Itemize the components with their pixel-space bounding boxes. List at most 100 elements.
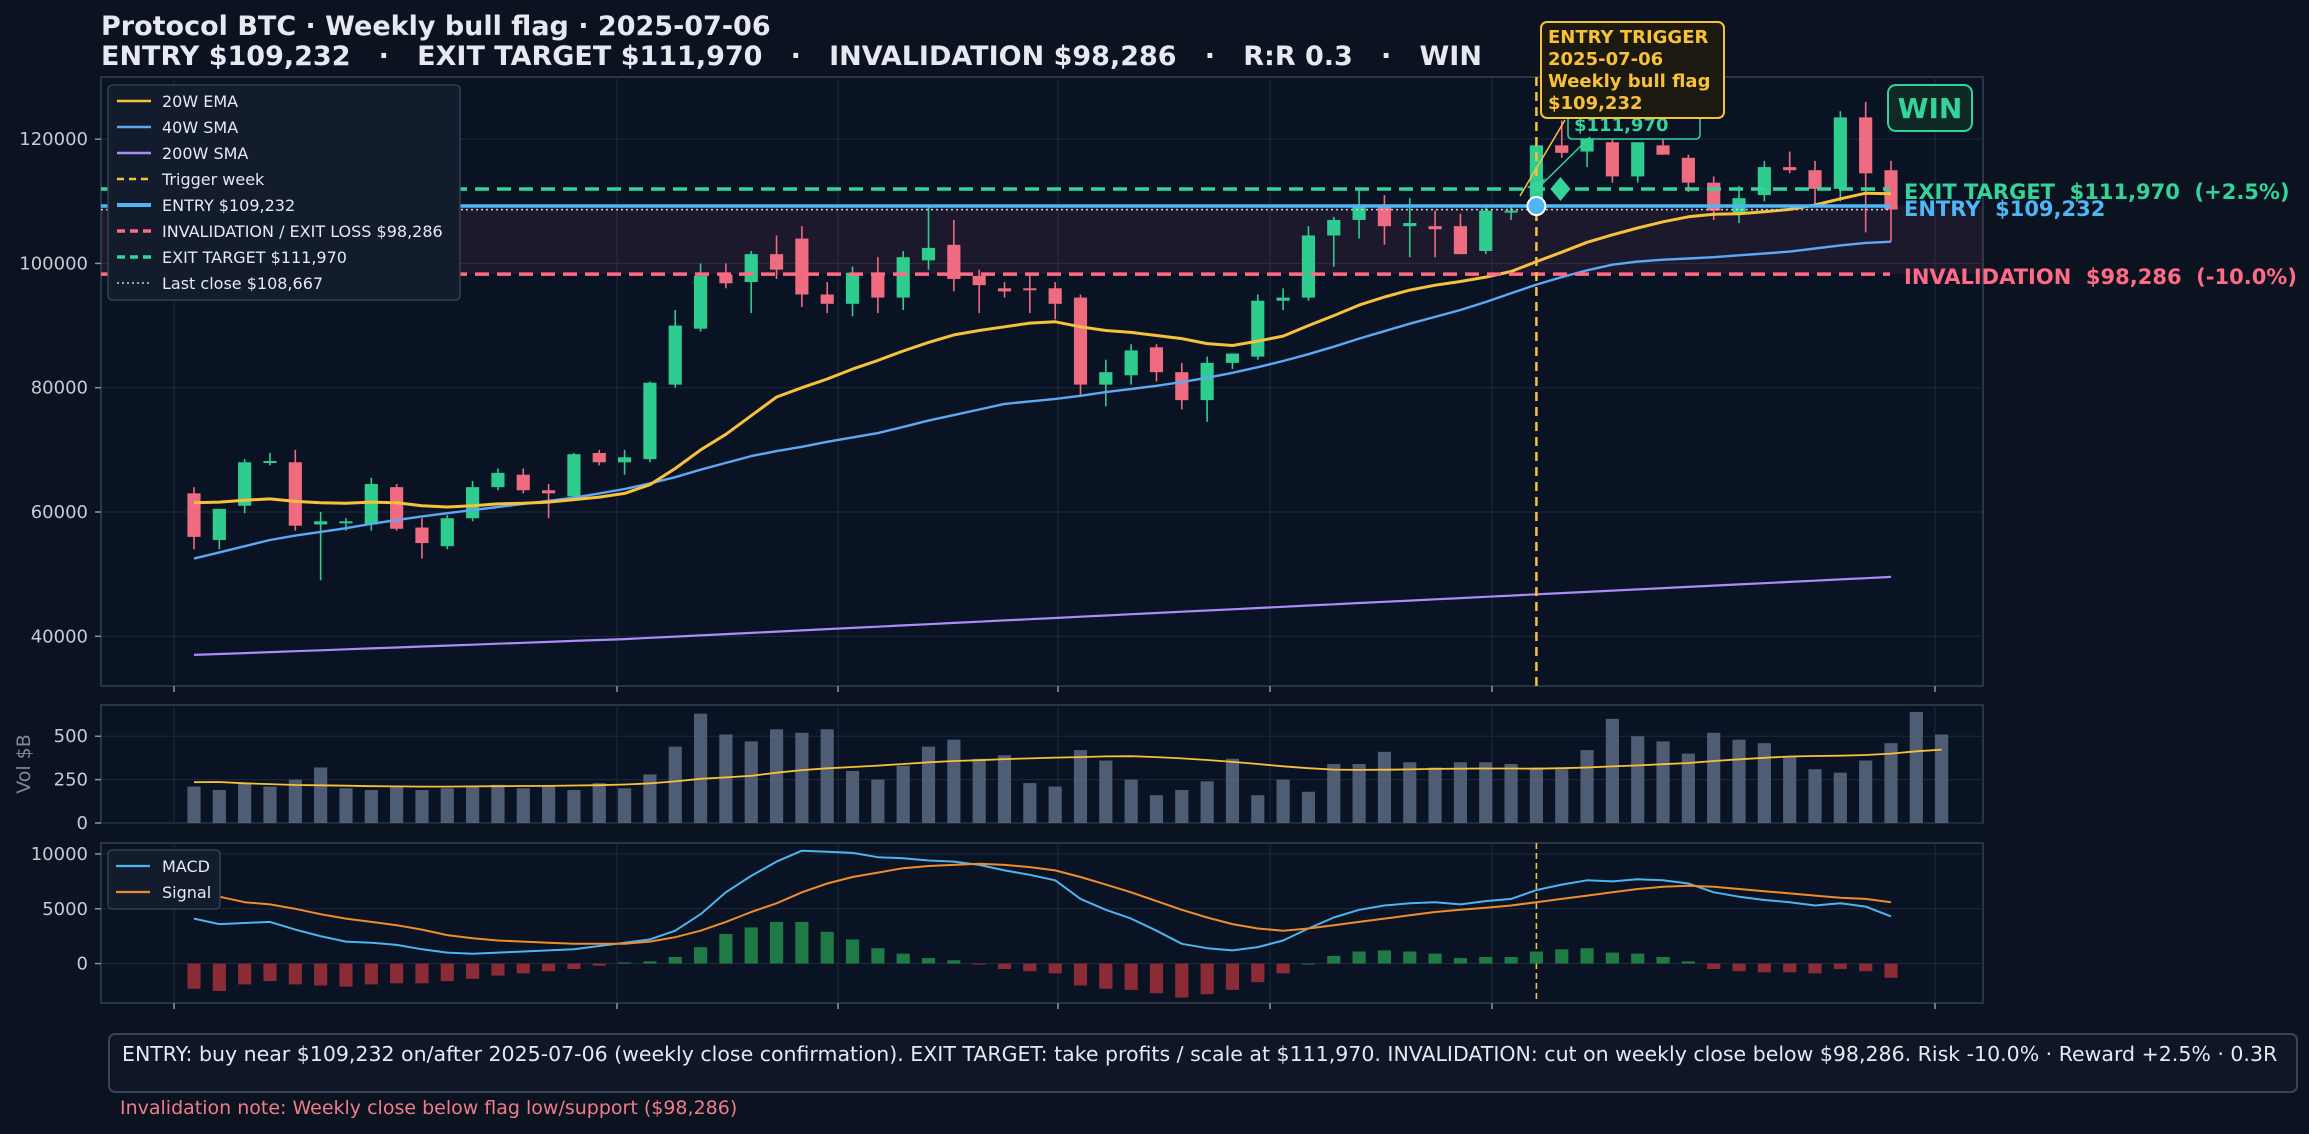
candle-body bbox=[668, 325, 682, 385]
candle-body bbox=[1757, 167, 1771, 196]
macd-histogram-bar bbox=[592, 963, 606, 966]
macd-histogram-bar bbox=[1124, 963, 1138, 990]
volume-bar bbox=[263, 786, 277, 823]
macd-histogram-bar bbox=[339, 963, 353, 987]
volume-bar bbox=[1048, 786, 1062, 823]
candle-body bbox=[390, 487, 404, 529]
candle-body bbox=[1124, 350, 1138, 376]
price-legend-box bbox=[107, 84, 461, 301]
volume-bar bbox=[795, 732, 809, 823]
volume-bar bbox=[1757, 743, 1771, 823]
macd-histogram-bar bbox=[1301, 963, 1316, 965]
candle-body bbox=[947, 244, 961, 279]
candle-body bbox=[769, 254, 784, 270]
trade-plan-note: ENTRY: buy near $109,232 on/after 2025-0… bbox=[108, 1033, 2298, 1093]
sma40-line bbox=[193, 240, 1892, 560]
invalidation-note: Invalidation note: Weekly close below fl… bbox=[120, 1097, 738, 1119]
volume-bar bbox=[1783, 757, 1797, 823]
macd-histogram-bar bbox=[1023, 963, 1037, 972]
volume-bar bbox=[1073, 750, 1088, 823]
macd-histogram-bar bbox=[1757, 963, 1771, 973]
macd-histogram-bar bbox=[693, 947, 708, 964]
volume-bar bbox=[339, 788, 353, 823]
macd-histogram-bar bbox=[1884, 963, 1898, 978]
win-badge-text: WIN bbox=[1898, 92, 1963, 125]
candle-body bbox=[339, 521, 353, 524]
candle-body bbox=[1833, 117, 1847, 189]
candle-body bbox=[1884, 170, 1898, 210]
volume-bar bbox=[1225, 758, 1240, 823]
macd-histogram-bar bbox=[1479, 956, 1493, 964]
candle-body bbox=[1631, 142, 1645, 177]
volume-bar bbox=[1555, 769, 1569, 823]
candle-body bbox=[643, 382, 657, 460]
legend-sma40: 40W SMA bbox=[162, 118, 238, 137]
legend-target: EXIT TARGET $111,970 bbox=[162, 248, 347, 267]
volume-bar bbox=[592, 783, 606, 823]
macd-histogram-bar bbox=[390, 963, 404, 984]
volume-bar bbox=[744, 741, 758, 823]
candle-body bbox=[820, 294, 834, 304]
volume-bar bbox=[1251, 795, 1265, 823]
macd-histogram-bar bbox=[617, 962, 632, 964]
candle-body bbox=[1023, 288, 1037, 291]
volume-bar bbox=[820, 729, 834, 823]
macd-histogram-bar bbox=[1048, 963, 1062, 974]
invalidation-label: INVALIDATION $98,286 (-10.0%) bbox=[1904, 265, 2297, 289]
volume-series bbox=[187, 711, 1949, 823]
candle-body bbox=[617, 457, 632, 463]
candle-body bbox=[972, 275, 986, 286]
macd-histogram-bar bbox=[921, 958, 936, 964]
candle-body bbox=[693, 275, 708, 329]
candle-body bbox=[212, 508, 226, 540]
macd-histogram-bar bbox=[1605, 952, 1619, 964]
macd-histogram-bar bbox=[1504, 956, 1518, 964]
candle-body bbox=[440, 518, 454, 547]
volume-bar bbox=[288, 779, 302, 823]
candle-body bbox=[364, 484, 378, 525]
candle-body bbox=[516, 474, 530, 491]
volume-bar bbox=[1023, 783, 1037, 823]
macd-histogram-bar bbox=[643, 961, 657, 964]
volume-bar bbox=[1909, 711, 1923, 823]
volume-bar bbox=[693, 713, 708, 823]
candle-body bbox=[1301, 235, 1316, 298]
macd-histogram-bar bbox=[491, 963, 505, 976]
macd-histogram-bar bbox=[314, 963, 328, 986]
macd-histogram-bar bbox=[238, 963, 252, 985]
legend-ema20: 20W EMA bbox=[162, 92, 238, 111]
volume-bar bbox=[1479, 762, 1493, 823]
volume-y-tick-label: 0 bbox=[77, 813, 88, 834]
volume-y-tick-label: 500 bbox=[54, 726, 88, 747]
macd-y-tick-label: 5000 bbox=[42, 899, 88, 920]
volume-bar bbox=[1605, 718, 1619, 823]
chart-title: Protocol BTC · Weekly bull flag · 2025-0… bbox=[101, 11, 771, 42]
exit-target-label: EXIT TARGET $111,970 (+2.5%) bbox=[1904, 180, 2290, 204]
volume-bar bbox=[1377, 751, 1392, 823]
volume-bar bbox=[896, 765, 910, 823]
volume-bar bbox=[415, 790, 429, 823]
candle-body bbox=[1403, 223, 1417, 227]
trigger-line-2: 2025-07-06 bbox=[1548, 49, 1663, 70]
legend-entry: ENTRY $109,232 bbox=[162, 196, 295, 215]
candle-body bbox=[415, 527, 429, 544]
candle-body bbox=[997, 288, 1012, 292]
volume-bar bbox=[921, 746, 936, 823]
macd-histogram-bar bbox=[1732, 963, 1746, 972]
volume-bar bbox=[1301, 791, 1316, 823]
macd-histogram-bar bbox=[1707, 963, 1721, 970]
macd-histogram-bar bbox=[1631, 953, 1645, 964]
candle-body bbox=[845, 272, 860, 304]
macd-histogram-bar bbox=[1276, 963, 1290, 974]
macd-histogram-bar bbox=[1555, 949, 1569, 964]
macd-histogram-bar bbox=[1377, 950, 1392, 964]
axis-ticks: 4000060000800001000001200000250500050001… bbox=[19, 129, 1936, 1009]
trigger-line-3: Weekly bull flag bbox=[1548, 71, 1710, 92]
macd-histogram-bar bbox=[1833, 963, 1847, 970]
volume-bar bbox=[997, 755, 1012, 823]
macd-histogram-bar bbox=[212, 963, 226, 991]
candle-body bbox=[263, 461, 277, 464]
macd-histogram-bar bbox=[1352, 951, 1366, 964]
